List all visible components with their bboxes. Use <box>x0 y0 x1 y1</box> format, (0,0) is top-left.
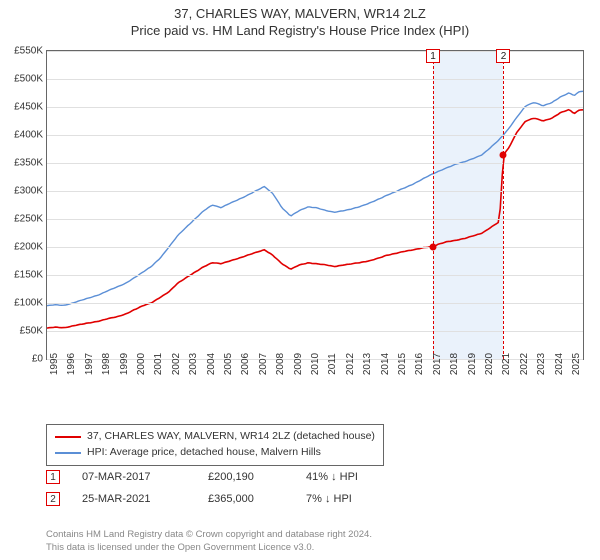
legend-label: 37, CHARLES WAY, MALVERN, WR14 2LZ (deta… <box>87 429 375 445</box>
x-axis-label: 2019 <box>467 353 478 375</box>
x-axis-label: 2002 <box>171 353 182 375</box>
chart-plot: £0£50K£100K£150K£200K£250K£300K£350K£400… <box>46 50 584 360</box>
sales-table: 1 07-MAR-2017 £200,190 41% ↓ HPI 2 25-MAR-202… <box>46 466 396 510</box>
x-axis-label: 1996 <box>66 353 77 375</box>
x-axis-label: 2018 <box>449 353 460 375</box>
x-axis-label: 2017 <box>432 353 443 375</box>
y-axis-label: £100K <box>14 298 43 309</box>
y-axis-label: £550K <box>14 46 43 57</box>
sale-marker-box: 2 <box>496 49 510 63</box>
x-axis-label: 2024 <box>554 353 565 375</box>
legend-swatch <box>55 436 81 438</box>
x-axis-label: 2004 <box>206 353 217 375</box>
x-axis-label: 1999 <box>119 353 130 375</box>
x-axis-label: 2016 <box>414 353 425 375</box>
x-axis-label: 2021 <box>501 353 512 375</box>
x-axis-label: 2009 <box>293 353 304 375</box>
sale-marker-line <box>503 51 504 359</box>
legend-row: HPI: Average price, detached house, Malv… <box>55 445 375 461</box>
page-title: 37, CHARLES WAY, MALVERN, WR14 2LZ <box>0 0 600 23</box>
x-axis-label: 2012 <box>345 353 356 375</box>
sale-date: 25-MAR-2021 <box>82 493 186 505</box>
x-axis-label: 2000 <box>136 353 147 375</box>
x-axis-label: 2020 <box>484 353 495 375</box>
x-axis-label: 2001 <box>153 353 164 375</box>
legend-label: HPI: Average price, detached house, Malv… <box>87 445 321 461</box>
x-axis-label: 2005 <box>223 353 234 375</box>
sale-date: 07-MAR-2017 <box>82 471 186 483</box>
y-axis-label: £150K <box>14 270 43 281</box>
y-axis-label: £200K <box>14 242 43 253</box>
chart: £0£50K£100K£150K£200K£250K£300K£350K£400… <box>46 50 584 390</box>
legend-swatch <box>55 452 81 454</box>
sale-point-dot <box>429 243 436 250</box>
x-axis-label: 2010 <box>310 353 321 375</box>
footer-licence: This data is licensed under the Open Gov… <box>46 542 372 554</box>
sale-row: 2 25-MAR-2021 £365,000 7% ↓ HPI <box>46 488 396 510</box>
y-axis-label: £450K <box>14 102 43 113</box>
y-axis-label: £250K <box>14 214 43 225</box>
sale-index-box: 1 <box>46 470 60 484</box>
y-axis-label: £50K <box>20 326 43 337</box>
sale-marker-box: 1 <box>426 49 440 63</box>
y-axis-label: £500K <box>14 74 43 85</box>
sale-row: 1 07-MAR-2017 £200,190 41% ↓ HPI <box>46 466 396 488</box>
x-axis-label: 1995 <box>49 353 60 375</box>
x-axis-label: 2011 <box>327 353 338 375</box>
x-axis-label: 2023 <box>536 353 547 375</box>
y-axis-label: £300K <box>14 186 43 197</box>
sale-hpi-diff: 7% ↓ HPI <box>306 493 396 505</box>
y-axis-label: £400K <box>14 130 43 141</box>
footer-copyright: Contains HM Land Registry data © Crown c… <box>46 529 372 541</box>
x-axis-label: 2014 <box>380 353 391 375</box>
x-axis-label: 2003 <box>188 353 199 375</box>
x-axis-label: 2006 <box>240 353 251 375</box>
x-axis-label: 2025 <box>571 353 582 375</box>
x-axis-label: 2013 <box>362 353 373 375</box>
sale-hpi-diff: 41% ↓ HPI <box>306 471 396 483</box>
x-axis-label: 2022 <box>519 353 530 375</box>
y-axis-label: £0 <box>32 354 43 365</box>
x-axis-label: 1997 <box>84 353 95 375</box>
sale-point-dot <box>500 151 507 158</box>
x-axis-label: 2015 <box>397 353 408 375</box>
footer: Contains HM Land Registry data © Crown c… <box>46 529 372 554</box>
y-axis-label: £350K <box>14 158 43 169</box>
x-axis-label: 2007 <box>258 353 269 375</box>
sale-price: £200,190 <box>208 471 284 483</box>
legend-row: 37, CHARLES WAY, MALVERN, WR14 2LZ (deta… <box>55 429 375 445</box>
x-axis-label: 1998 <box>101 353 112 375</box>
page-subtitle: Price paid vs. HM Land Registry's House … <box>0 23 600 42</box>
sale-price: £365,000 <box>208 493 284 505</box>
x-axis-label: 2008 <box>275 353 286 375</box>
legend: 37, CHARLES WAY, MALVERN, WR14 2LZ (deta… <box>46 424 384 466</box>
sale-index-box: 2 <box>46 492 60 506</box>
sale-marker-line <box>433 51 434 359</box>
